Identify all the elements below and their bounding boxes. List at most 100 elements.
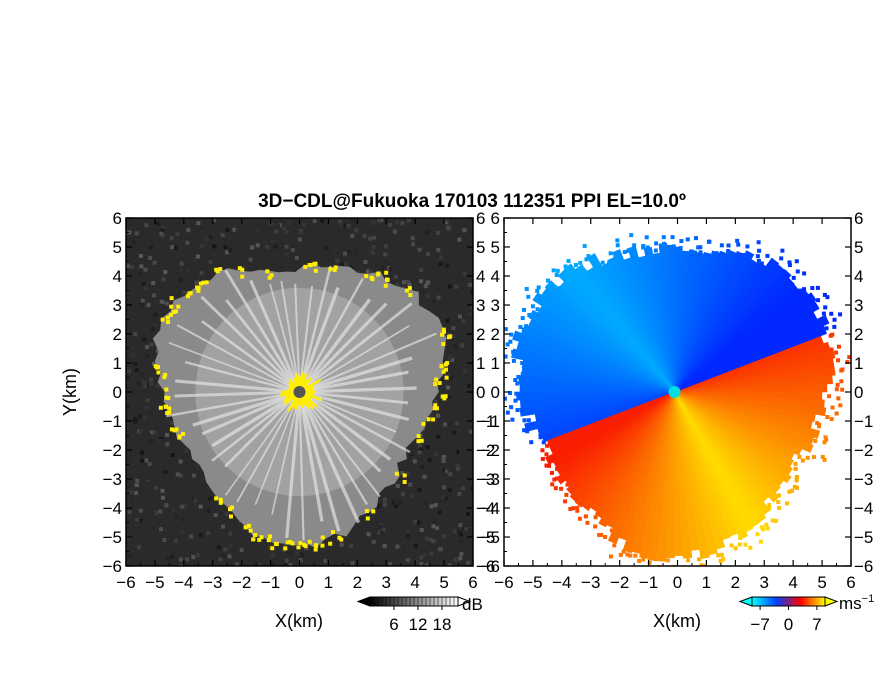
velocity-edge-pixel	[758, 539, 763, 544]
noise-pixel	[445, 218, 450, 223]
noise-pixel	[412, 459, 417, 464]
echo-streak	[176, 324, 300, 393]
velocity-edge-pixel	[530, 304, 535, 309]
velocity-edge-pixel	[520, 316, 525, 321]
noise-pixel	[402, 547, 407, 552]
noise-pixel	[424, 563, 429, 566]
noise-pixel	[136, 545, 141, 550]
noise-pixel	[163, 270, 168, 275]
echo-streak	[249, 279, 301, 393]
velocity-edge-pixel	[566, 258, 571, 263]
x-tick-label: −6	[116, 573, 135, 592]
velocity-edge-pixel	[767, 503, 772, 508]
noise-pixel	[388, 562, 393, 566]
velocity-edge-pixel	[647, 560, 652, 565]
y-tick-label-right: −4	[854, 499, 873, 518]
noise-pixel	[134, 483, 139, 488]
velocity-edge-pixel	[735, 238, 740, 243]
noise-pixel	[413, 519, 418, 524]
velocity-edge-pixel	[719, 552, 724, 557]
noise-pixel	[304, 546, 309, 551]
noise-pixel	[137, 414, 142, 419]
velocity-edge-pixel	[526, 418, 531, 423]
y-tick-label-right: −3	[476, 470, 495, 489]
noise-pixel	[223, 244, 228, 249]
echo-streak	[224, 269, 301, 393]
noise-pixel	[388, 222, 393, 227]
edge-highlight-pixel	[384, 277, 389, 282]
velocity-edge-pixel	[529, 440, 534, 445]
edge-highlight-pixel	[426, 417, 431, 422]
noise-pixel	[342, 251, 347, 256]
velocity-edge-pixel	[535, 307, 540, 312]
velocity-edge-pixel	[584, 257, 589, 262]
noise-pixel	[127, 509, 132, 514]
echo-streak	[299, 390, 409, 405]
velocity-edge-pixel	[794, 485, 799, 490]
noise-pixel	[378, 525, 383, 530]
noise-pixel	[445, 318, 450, 323]
velocity-edge-pixel	[524, 286, 529, 291]
noise-pixel	[206, 509, 211, 514]
edge-highlight-pixel	[218, 497, 223, 502]
x-tick-label: 4	[788, 573, 797, 592]
y-tick-label: −3	[103, 470, 122, 489]
noise-pixel	[458, 556, 463, 561]
noise-pixel	[434, 399, 439, 404]
left-colorbar-unit: dB	[462, 595, 483, 614]
velocity-edge-pixel	[641, 557, 646, 562]
noise-pixel	[170, 452, 175, 457]
noise-pixel	[154, 430, 159, 435]
noise-pixel	[140, 450, 145, 455]
edge-highlight-pixel	[314, 543, 319, 548]
noise-pixel	[436, 247, 441, 252]
edge-highlight-pixel	[259, 535, 264, 540]
edge-highlight-pixel	[364, 274, 369, 279]
noise-pixel	[205, 277, 210, 282]
velocity-edge-pixel	[513, 398, 518, 403]
radar-center-marker	[293, 386, 306, 398]
noise-pixel	[179, 564, 184, 566]
velocity-edge-pixel	[520, 361, 525, 366]
noise-pixel	[419, 268, 424, 273]
edge-highlight-pixel	[167, 406, 172, 411]
noise-pixel	[199, 271, 204, 276]
noise-pixel	[152, 430, 157, 435]
velocity-edge-pixel	[575, 505, 580, 510]
velocity-edge-pixel	[718, 559, 723, 564]
velocity-edge-pixel	[836, 358, 841, 363]
echo-streak	[298, 391, 381, 498]
noise-pixel	[198, 533, 203, 538]
noise-pixel	[400, 471, 405, 476]
velocity-edge-pixel	[840, 387, 845, 392]
noise-pixel	[423, 501, 428, 506]
velocity-edge-pixel	[641, 243, 646, 248]
noise-pixel	[183, 504, 188, 509]
noise-pixel	[420, 288, 425, 293]
edge-highlight-pixel	[313, 261, 318, 266]
velocity-edge-pixel	[791, 275, 796, 280]
noise-pixel	[434, 452, 439, 457]
noise-pixel	[462, 228, 467, 233]
noise-pixel	[366, 532, 371, 537]
velocity-edge-pixel	[538, 435, 543, 440]
noise-pixel	[460, 343, 465, 348]
y-tick-label-right: −1	[854, 412, 873, 431]
noise-pixel	[351, 218, 356, 223]
noise-pixel	[380, 530, 385, 535]
noise-pixel	[395, 544, 400, 549]
noise-pixel	[444, 469, 449, 474]
edge-highlight-pixel	[218, 267, 223, 272]
noise-pixel	[180, 504, 185, 509]
velocity-edge-pixel	[600, 260, 605, 265]
noise-pixel	[146, 302, 151, 307]
noise-pixel	[129, 490, 134, 495]
noise-pixel	[182, 290, 187, 295]
y-tick-label: −2	[481, 441, 500, 460]
edge-highlight-pixel	[181, 431, 186, 436]
noise-pixel	[169, 236, 174, 241]
velocity-edge-pixel	[834, 350, 839, 355]
y-tick-label: 3	[113, 296, 122, 315]
edge-highlight-pixel	[266, 538, 271, 543]
noise-pixel	[140, 458, 145, 463]
